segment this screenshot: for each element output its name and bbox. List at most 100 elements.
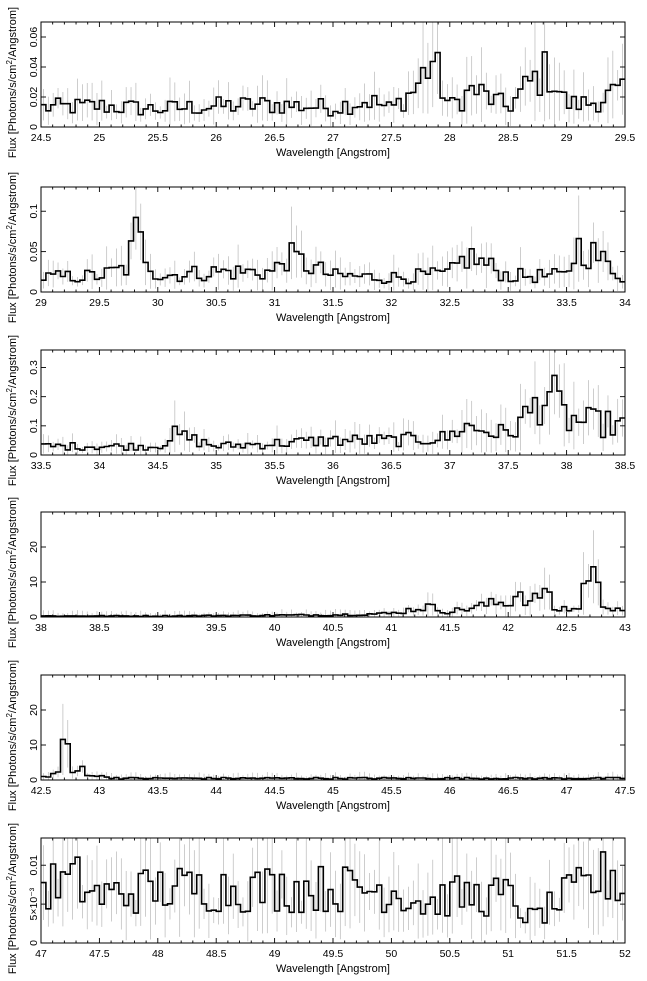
- y-tick-label: 5×10⁻³: [28, 887, 40, 920]
- y-axis-title: Flux [Photons/s/cm2/Angstrom]: [5, 823, 19, 974]
- x-tick-label: 29.5: [615, 132, 636, 144]
- spectrum-line: [41, 51, 625, 117]
- x-axis-title: Wavelength [Angstrom]: [276, 475, 390, 487]
- y-tick-label: 0: [28, 289, 40, 295]
- y-tick-label: 20: [28, 704, 40, 716]
- x-tick-label: 43: [619, 622, 631, 634]
- x-tick-label: 49.5: [323, 948, 344, 960]
- y-axis-title-suffix: /Angstrom]: [7, 172, 19, 225]
- x-tick-label: 41.5: [440, 622, 461, 634]
- y-tick-label: 0.01: [28, 855, 40, 876]
- y-axis-title: Flux [Photons/s/cm2/Angstrom]: [5, 335, 19, 486]
- y-axis-title-suffix: /Angstrom]: [7, 660, 19, 713]
- x-tick-label: 47.5: [615, 785, 636, 797]
- x-tick-label: 35.5: [264, 460, 285, 472]
- x-tick-label: 45.5: [381, 785, 402, 797]
- y-tick-label: 0: [28, 614, 40, 620]
- y-tick-label: 0.1: [28, 204, 40, 219]
- error-bars: [43, 22, 623, 127]
- x-tick-label: 51: [502, 948, 514, 960]
- spectrum-line: [41, 738, 625, 780]
- x-tick-label: 29: [35, 297, 47, 309]
- chart-panel-3: 33.5 34 34.5 35 35.5 36 36.5 37 37.5 38 38.5 0 0.1 0.…: [5, 335, 635, 487]
- y-axis-title-suffix: /Angstrom]: [7, 497, 19, 550]
- y-axis-title: Flux [Photons/s/cm2/Angstrom]: [5, 7, 19, 158]
- y-axis-title-sup: 2: [5, 876, 14, 881]
- x-tick-label: 37: [444, 460, 456, 472]
- x-tick-label: 27: [327, 132, 339, 144]
- y-tick-label: 0.06: [28, 27, 40, 48]
- spectrum-line: [41, 566, 625, 618]
- x-tick-label: 31: [269, 297, 281, 309]
- x-tick-label: 38.5: [615, 460, 636, 472]
- y-tick-label: 0.04: [28, 57, 40, 78]
- chart-panel-5: 42.5 43 43.5 44 44.5 45 45.5 46 46.5 47 47.5 0 10 20 W…: [5, 660, 635, 812]
- y-axis-title: Flux [Photons/s/cm2/Angstrom]: [5, 660, 19, 811]
- x-tick-label: 51.5: [556, 948, 577, 960]
- x-tick-label: 25: [94, 132, 106, 144]
- y-axis-title-sup: 2: [5, 550, 14, 555]
- x-tick-label: 43.5: [148, 785, 169, 797]
- x-tick-label: 47.5: [89, 948, 110, 960]
- x-tick-label: 33: [502, 297, 514, 309]
- x-tick-label: 43: [94, 785, 106, 797]
- x-tick-label: 28.5: [498, 132, 519, 144]
- error-bars: [43, 530, 623, 617]
- x-tick-label: 38.5: [89, 622, 110, 634]
- y-axis-title-prefix: Flux [Photons/s/cm: [7, 230, 19, 324]
- y-tick-label: 10: [28, 576, 40, 588]
- chart-panel-4: 38 38.5 39 39.5 40 40.5 41 41.5 42 42.5 43 0 10 20 Wav…: [5, 497, 631, 649]
- x-tick-label: 48.5: [206, 948, 227, 960]
- y-tick-label: 0: [28, 777, 40, 783]
- x-tick-label: 42: [502, 622, 514, 634]
- spectrum-line: [41, 216, 625, 285]
- spectrum-line: [41, 851, 625, 924]
- x-tick-label: 50: [386, 948, 398, 960]
- x-tick-label: 44.5: [264, 785, 285, 797]
- x-tick-label: 42.5: [556, 622, 577, 634]
- x-tick-label: 38: [35, 622, 47, 634]
- x-axis-title: Wavelength [Angstrom]: [276, 637, 390, 649]
- x-tick-label: 34: [619, 297, 631, 309]
- error-bars: [43, 350, 623, 455]
- x-tick-label: 40.5: [323, 622, 344, 634]
- chart-panel-6: 47 47.5 48 48.5 49 49.5 50 50.5 51 51.5 52 0 5×10⁻³ 0…: [5, 823, 631, 975]
- x-tick-label: 42.5: [31, 785, 52, 797]
- y-tick-label: 10: [28, 739, 40, 751]
- y-axis-title-prefix: Flux [Photons/s/cm: [7, 65, 19, 159]
- x-axis-title: Wavelength [Angstrom]: [276, 147, 390, 159]
- x-tick-label: 48: [152, 948, 164, 960]
- x-tick-label: 40: [269, 622, 281, 634]
- x-tick-label: 47: [561, 785, 573, 797]
- y-tick-label: 0.02: [28, 87, 40, 108]
- y-axis-title-sup: 2: [5, 60, 14, 65]
- x-axis-title: Wavelength [Angstrom]: [276, 963, 390, 975]
- x-tick-label: 41: [386, 622, 398, 634]
- x-tick-label: 24.5: [31, 132, 52, 144]
- spectrum-line: [41, 374, 625, 451]
- x-tick-label: 37.5: [498, 460, 519, 472]
- error-bars: [43, 703, 623, 780]
- chart-panel-1: 24.5 25 25.5 26 26.5 27 27.5 28 28.5 29 29.5 0 0.02 0…: [5, 7, 635, 159]
- x-tick-label: 38: [561, 460, 573, 472]
- x-tick-label: 46.5: [498, 785, 519, 797]
- x-tick-label: 32: [386, 297, 398, 309]
- y-axis-title-prefix: Flux [Photons/s/cm: [7, 718, 19, 812]
- x-tick-label: 52: [619, 948, 631, 960]
- y-axis-title-prefix: Flux [Photons/s/cm: [7, 555, 19, 649]
- x-tick-label: 25.5: [148, 132, 169, 144]
- x-tick-label: 46: [444, 785, 456, 797]
- x-tick-label: 30: [152, 297, 164, 309]
- x-tick-label: 50.5: [440, 948, 461, 960]
- x-tick-label: 36: [327, 460, 339, 472]
- x-tick-label: 47: [35, 948, 47, 960]
- y-tick-label: 0: [28, 452, 40, 458]
- x-tick-label: 45: [327, 785, 339, 797]
- x-tick-label: 27.5: [381, 132, 402, 144]
- x-tick-label: 26.5: [264, 132, 285, 144]
- x-axis-title: Wavelength [Angstrom]: [276, 800, 390, 812]
- x-tick-label: 28: [444, 132, 456, 144]
- x-tick-label: 29.5: [89, 297, 110, 309]
- y-tick-label: 0.1: [28, 418, 40, 433]
